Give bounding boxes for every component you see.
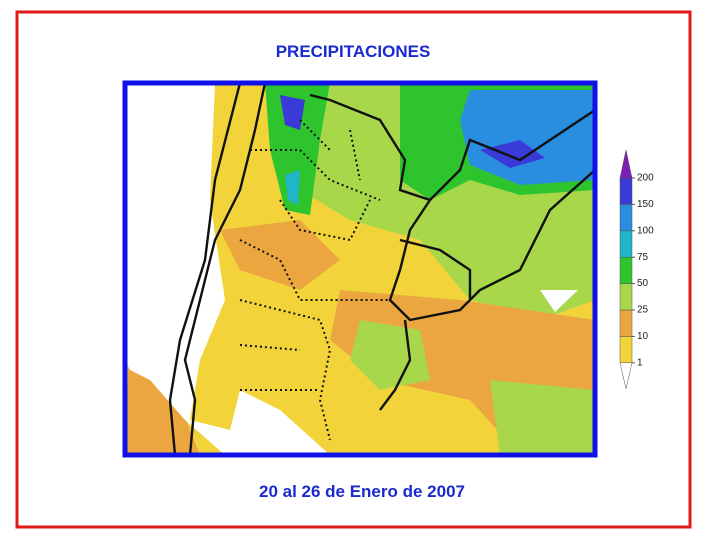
zone <box>280 95 305 130</box>
colorbar: 1 10 25 50 75 100 150 200 <box>619 149 654 389</box>
page-border <box>15 10 692 529</box>
colorbar-bin <box>619 309 633 337</box>
border <box>168 83 242 455</box>
colorbar-bin <box>619 256 633 284</box>
map-frame <box>122 80 598 458</box>
zone <box>540 290 578 312</box>
colorbar-end <box>619 362 633 389</box>
title: PRECIPITACIONES <box>276 42 431 61</box>
colorbar-label: 100 <box>637 225 654 236</box>
colorbar-label: 10 <box>637 331 649 342</box>
colorbar-bin <box>619 283 633 311</box>
border <box>183 83 267 455</box>
zone <box>220 220 340 290</box>
date-range: 20 al 26 de Enero de 2007 <box>259 482 465 501</box>
border <box>379 319 412 411</box>
colorbar-label: 50 <box>637 278 649 289</box>
colorbar-label: 1 <box>637 357 643 368</box>
colorbar-bin <box>619 336 633 364</box>
zone <box>130 83 215 360</box>
border <box>388 169 595 322</box>
province-line <box>239 119 390 441</box>
zone <box>285 170 300 205</box>
map <box>122 80 598 458</box>
zone <box>350 320 430 390</box>
colorbar-label: 75 <box>637 252 649 263</box>
colorbar-bin <box>619 204 633 232</box>
colorbar-label: 150 <box>637 199 654 210</box>
border <box>399 238 472 300</box>
zone <box>490 380 595 455</box>
zone <box>480 140 545 168</box>
colorbar-label: 200 <box>637 173 654 184</box>
colorbar-bin <box>619 230 633 258</box>
zone <box>265 83 330 215</box>
colorbar-label: 25 <box>637 305 649 316</box>
colorbar-bin <box>619 177 633 205</box>
colorbar-end <box>619 149 633 179</box>
border <box>309 93 595 202</box>
zone <box>460 90 595 185</box>
